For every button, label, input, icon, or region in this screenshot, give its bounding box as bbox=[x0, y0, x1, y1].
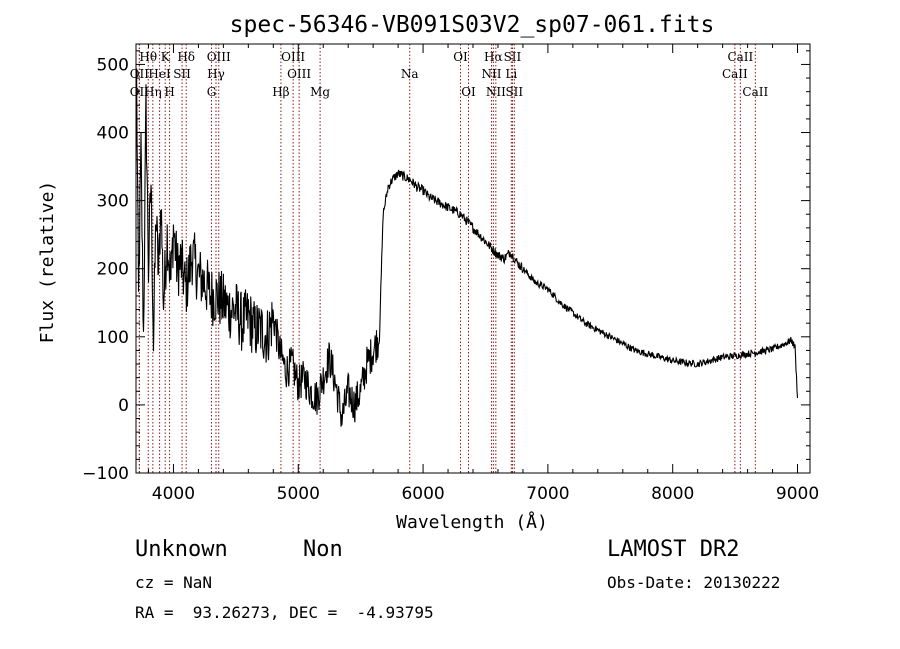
line-marker-label: SII bbox=[504, 50, 522, 64]
line-marker-label: Li bbox=[505, 67, 517, 81]
line-marker-label: CaII bbox=[742, 85, 768, 99]
y-tick-label: 200 bbox=[97, 260, 129, 280]
line-marker-label: OII bbox=[130, 67, 150, 81]
redshift-cz: cz = NaN bbox=[135, 573, 213, 592]
y-axis-label: Flux (relative) bbox=[37, 181, 58, 344]
line-marker-label: Hγ bbox=[207, 67, 225, 81]
obs-date: Obs-Date: 20130222 bbox=[607, 573, 781, 592]
y-tick-label: 400 bbox=[97, 124, 129, 144]
line-marker-label: OI bbox=[461, 85, 476, 99]
line-marker-label: HeI bbox=[148, 67, 171, 81]
line-marker-label: CaII bbox=[722, 67, 748, 81]
line-marker-label: SII bbox=[505, 85, 523, 99]
line-marker-label: OIII bbox=[207, 50, 231, 64]
line-marker-label: Na bbox=[401, 67, 419, 81]
x-tick-label: 5000 bbox=[277, 484, 320, 504]
line-marker-label: NII bbox=[486, 85, 506, 99]
line-marker-label: G bbox=[207, 85, 217, 99]
y-tick-label: 100 bbox=[97, 328, 129, 348]
axis-ticks: 4000 5000 6000 7000 8000 9000 −100 0 100 200 300 40… bbox=[82, 44, 819, 504]
coordinates: RA = 93.26273, DEC = -4.93795 bbox=[135, 603, 434, 622]
line-marker-label: Hα bbox=[484, 50, 503, 64]
y-tick-label: −100 bbox=[82, 464, 129, 484]
line-marker-label: Hθ bbox=[139, 50, 157, 64]
line-marker-label: CaII bbox=[727, 50, 753, 64]
line-marker-label: Hβ bbox=[272, 85, 289, 99]
line-marker-label: Mg bbox=[310, 85, 330, 99]
object-subclass: Non bbox=[303, 537, 343, 562]
spectrum-series bbox=[136, 68, 799, 427]
x-tick-label: 8000 bbox=[651, 484, 694, 504]
line-marker-label: K bbox=[161, 50, 171, 64]
line-marker-label: OIII bbox=[281, 50, 305, 64]
x-tick-label: 4000 bbox=[152, 484, 195, 504]
chart-title: spec-56346-VB091S03V2_sp07-061.fits bbox=[230, 12, 715, 38]
x-tick-label: 9000 bbox=[776, 484, 819, 504]
line-marker-label: OIII bbox=[287, 67, 311, 81]
x-tick-label: 7000 bbox=[526, 484, 569, 504]
survey-name: LAMOST DR2 bbox=[607, 537, 740, 562]
y-tick-label: 300 bbox=[97, 192, 129, 212]
y-tick-label: 500 bbox=[97, 55, 129, 75]
y-tick-label: 0 bbox=[118, 396, 129, 416]
spectrum-line bbox=[136, 68, 799, 427]
x-axis-label: Wavelength (Å) bbox=[396, 511, 548, 533]
object-class: Unknown bbox=[135, 537, 228, 562]
plot-frame bbox=[135, 43, 811, 474]
line-marker-label: H bbox=[164, 85, 174, 99]
line-marker-label: NII bbox=[481, 67, 501, 81]
line-marker-label: Hδ bbox=[177, 50, 195, 64]
line-marker-label: OI bbox=[453, 50, 468, 64]
x-tick-label: 6000 bbox=[401, 484, 444, 504]
line-marker-label: SII bbox=[173, 67, 191, 81]
line-marker-label: Hη bbox=[144, 85, 162, 99]
